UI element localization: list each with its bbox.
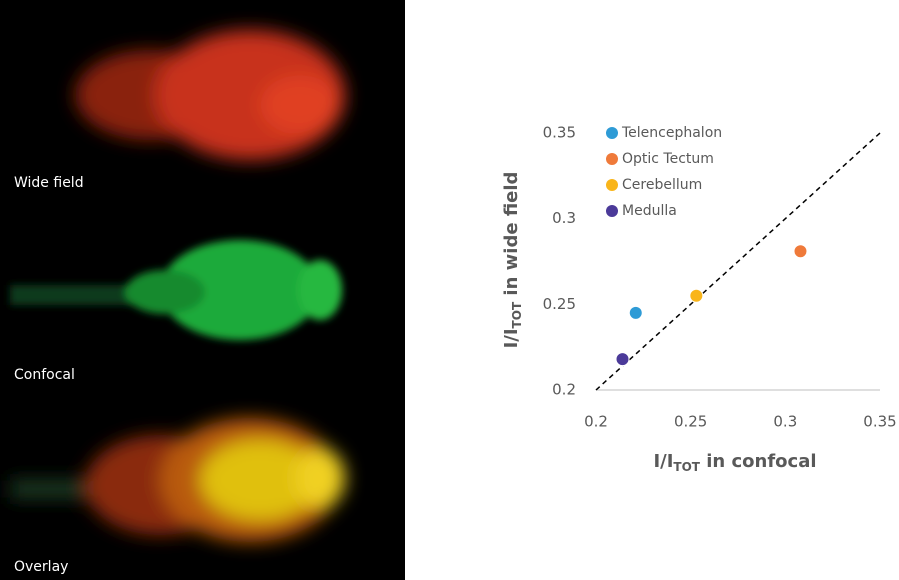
x-tick-label: 0.25 (674, 413, 707, 431)
point (689, 288, 704, 303)
reference-line (595, 132, 881, 391)
legend-label: Optic Tectum (622, 151, 714, 167)
y-tick-label: 0.25 (543, 295, 576, 313)
confocal-image (10, 240, 342, 340)
y-tick-label: 0.35 (543, 124, 576, 142)
x-tick-label: 0.3 (773, 413, 797, 431)
panel-label: Confocal (14, 367, 75, 383)
legend-marker (606, 127, 618, 139)
y-tick-label: 0.3 (552, 209, 576, 227)
point (628, 305, 643, 320)
legend-marker (606, 153, 618, 165)
brain-images: Wide field Confocal Overlay (0, 0, 405, 580)
x-tick-label: 0.35 (863, 413, 896, 431)
legend-label: Telencephalon (621, 125, 722, 141)
panel-label: Overlay (14, 559, 68, 575)
overlay-image (10, 418, 345, 542)
legend-label: Cerebellum (622, 177, 702, 193)
y-axis-title: I/ITOT in wide field (501, 172, 524, 349)
legend-marker (606, 179, 618, 191)
x-axis-title: I/ITOT in confocal (653, 451, 816, 474)
point (615, 352, 630, 367)
legend-marker (606, 205, 618, 217)
x-tick-label: 0.2 (584, 413, 608, 431)
wide-field-image (75, 30, 345, 160)
y-tick-label: 0.2 (552, 381, 576, 399)
panel-label: Wide field (14, 175, 84, 191)
point (793, 244, 808, 259)
legend-label: Medulla (622, 203, 677, 219)
